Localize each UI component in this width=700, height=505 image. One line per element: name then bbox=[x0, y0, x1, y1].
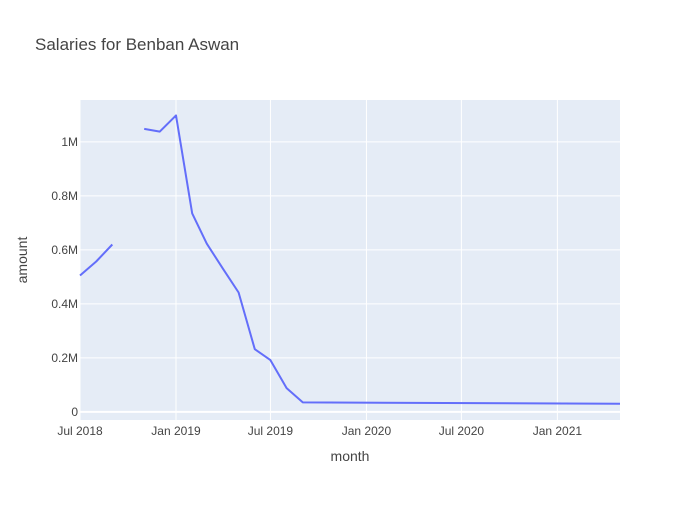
chart-title: Salaries for Benban Aswan bbox=[35, 35, 239, 54]
y-axis-ticks: 0 0.2M 0.4M 0.6M 0.8M 1M bbox=[51, 135, 78, 419]
y-tick-label: 0.8M bbox=[51, 189, 78, 203]
y-axis-title: amount bbox=[14, 237, 30, 284]
x-tick-label: Jul 2019 bbox=[248, 424, 294, 438]
y-tick-label: 0.6M bbox=[51, 243, 78, 257]
x-tick-label: Jan 2021 bbox=[533, 424, 583, 438]
plot-area bbox=[80, 100, 620, 420]
y-tick-label: 0 bbox=[71, 405, 78, 419]
series-line bbox=[79, 114, 621, 405]
series-layer bbox=[79, 114, 621, 405]
x-axis-ticks: Jul 2018 Jan 2019 Jul 2019 Jan 2020 Jul 2020… bbox=[57, 424, 582, 438]
x-axis-title: month bbox=[331, 448, 370, 464]
y-tick-label: 0.2M bbox=[51, 351, 78, 365]
x-tick-label: Jul 2018 bbox=[57, 424, 103, 438]
x-tick-label: Jul 2020 bbox=[439, 424, 485, 438]
x-tick-label: Jan 2019 bbox=[151, 424, 201, 438]
x-tick-label: Jan 2020 bbox=[342, 424, 392, 438]
y-tick-label: 0.4M bbox=[51, 297, 78, 311]
grid-lines bbox=[79, 100, 620, 420]
y-tick-label: 1M bbox=[61, 135, 78, 149]
